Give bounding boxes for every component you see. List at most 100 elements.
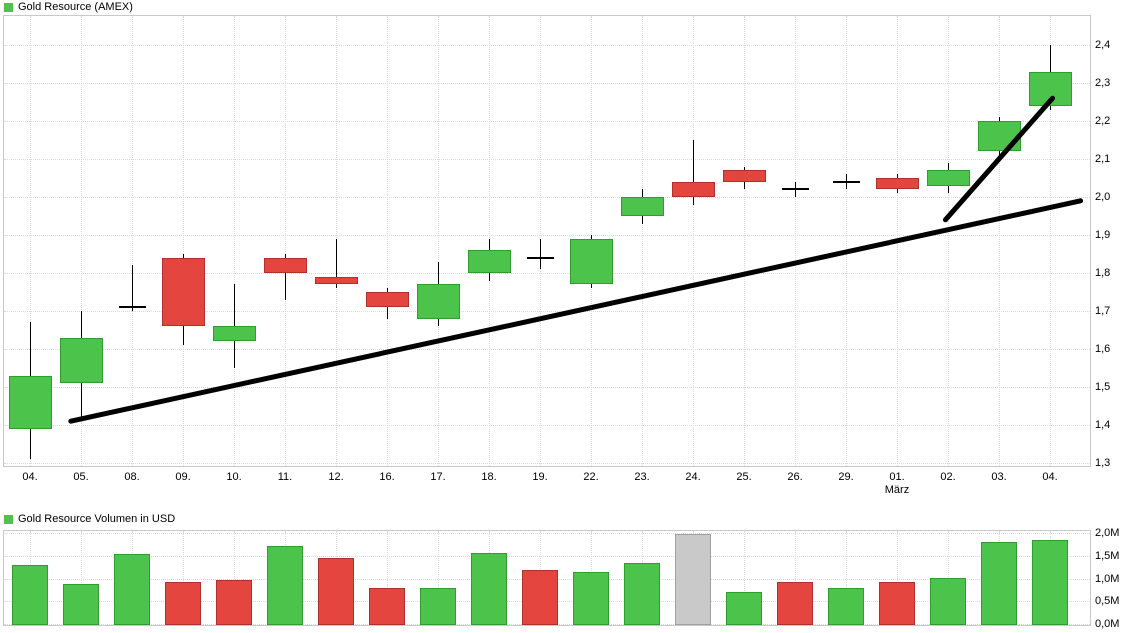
gridline-vertical <box>438 531 439 625</box>
gridline-horizontal <box>4 387 1090 388</box>
gridline-vertical <box>846 531 847 625</box>
volume-bar <box>165 582 201 625</box>
candle-body-down <box>366 292 409 308</box>
gridline-horizontal <box>4 83 1090 84</box>
gridline-horizontal <box>4 311 1090 312</box>
candle-body-down <box>723 170 766 182</box>
gridline-vertical <box>285 16 286 466</box>
volume-bar <box>267 546 303 625</box>
gridline-vertical <box>795 16 796 466</box>
gridline-horizontal <box>4 425 1090 426</box>
price-y-tick-label: 1,9 <box>1095 229 1111 241</box>
doji-marker <box>833 180 860 183</box>
gridline-vertical <box>387 16 388 466</box>
volume-bar <box>1032 539 1068 625</box>
price-plot-area[interactable] <box>3 15 1091 467</box>
gridline-vertical <box>948 16 949 466</box>
gridline-vertical <box>795 531 796 625</box>
volume-bar <box>930 578 966 625</box>
price-chart-title: Gold Resource (AMEX) <box>18 1 133 13</box>
trendline-2 <box>942 95 1056 223</box>
date-label: 03. <box>991 471 1007 483</box>
candle-body-up <box>417 284 460 319</box>
gridline-vertical <box>693 16 694 466</box>
volume-bar <box>879 582 915 625</box>
date-label: 22. <box>583 471 599 483</box>
volume-chart-legend: Gold Resource Volumen in USD <box>4 514 175 525</box>
price-y-tick-label: 2,0 <box>1095 191 1111 203</box>
gridline-vertical <box>234 16 235 466</box>
month-label: März <box>884 484 910 496</box>
price-chart-legend: Gold Resource (AMEX) <box>4 2 133 13</box>
date-label: 18. <box>481 471 497 483</box>
candle-wick <box>132 265 133 311</box>
date-label: 26. <box>787 471 803 483</box>
gridline-vertical <box>81 16 82 466</box>
gridline-horizontal <box>4 197 1090 198</box>
gridline-vertical <box>744 531 745 625</box>
date-label: 19. <box>532 471 548 483</box>
gridline-vertical <box>387 531 388 625</box>
gridline-vertical <box>999 16 1000 466</box>
doji-marker <box>119 306 146 309</box>
legend-marker-icon <box>4 515 13 524</box>
gridline-vertical <box>183 531 184 625</box>
candle-body-up <box>9 375 52 429</box>
date-label: 17. <box>430 471 446 483</box>
volume-y-tick-label: 0,0M <box>1095 618 1120 630</box>
date-label: 08. <box>124 471 140 483</box>
gridline-horizontal <box>4 349 1090 350</box>
doji-marker <box>527 256 554 259</box>
volume-bar <box>675 533 711 625</box>
candle-body-down <box>162 257 205 327</box>
volume-bar <box>420 588 456 625</box>
candle-body-up <box>927 170 970 186</box>
volume-bar <box>114 554 150 625</box>
volume-bar <box>318 558 354 625</box>
gridline-horizontal <box>4 273 1090 274</box>
gridline-vertical <box>132 16 133 466</box>
price-y-tick-label: 1,5 <box>1095 381 1111 393</box>
volume-y-tick-label: 2,0M <box>1095 527 1120 539</box>
date-label: 16. <box>379 471 395 483</box>
gridline-horizontal <box>4 463 1090 464</box>
volume-y-tick-label: 1,0M <box>1095 572 1120 585</box>
candle-wick <box>540 238 541 270</box>
gridline-horizontal <box>4 121 1090 122</box>
candle-body-down <box>315 276 358 285</box>
date-label: 01. <box>889 471 905 483</box>
volume-y-tick-label: 1,5M <box>1095 549 1120 562</box>
gridline-horizontal <box>4 45 1090 46</box>
candle-wick <box>693 140 694 205</box>
gridline-horizontal <box>4 159 1090 160</box>
volume-bar <box>216 579 252 625</box>
candle-body-up <box>621 197 664 216</box>
gridline-vertical <box>234 531 235 625</box>
gridline-horizontal <box>4 235 1090 236</box>
candle-body-up <box>570 238 613 285</box>
date-label: 02. <box>940 471 956 483</box>
price-y-tick-label: 2,2 <box>1095 115 1111 127</box>
volume-plot-area[interactable] <box>3 530 1091 626</box>
price-y-tick-label: 1,8 <box>1095 267 1111 279</box>
date-label: 11. <box>277 471 293 483</box>
price-y-tick-label: 1,7 <box>1095 305 1111 317</box>
gridline-horizontal <box>4 555 1090 557</box>
date-label: 04. <box>1042 471 1058 483</box>
gridline-horizontal <box>4 533 1090 534</box>
price-y-tick-label: 1,4 <box>1095 419 1111 431</box>
gridline-vertical <box>846 16 847 466</box>
volume-bar <box>369 588 405 625</box>
date-label: 23. <box>634 471 650 483</box>
gridline-vertical <box>81 531 82 625</box>
date-label: 05. <box>73 471 89 483</box>
doji-marker <box>782 188 809 191</box>
candle-body-up <box>468 250 511 273</box>
volume-bar <box>63 583 99 625</box>
date-label: 09. <box>175 471 191 483</box>
candle-body-down <box>264 257 307 273</box>
date-label: 12. <box>328 471 344 483</box>
gridline-vertical <box>438 16 439 466</box>
price-y-tick-label: 2,3 <box>1095 77 1111 89</box>
gridline-vertical <box>897 531 898 625</box>
